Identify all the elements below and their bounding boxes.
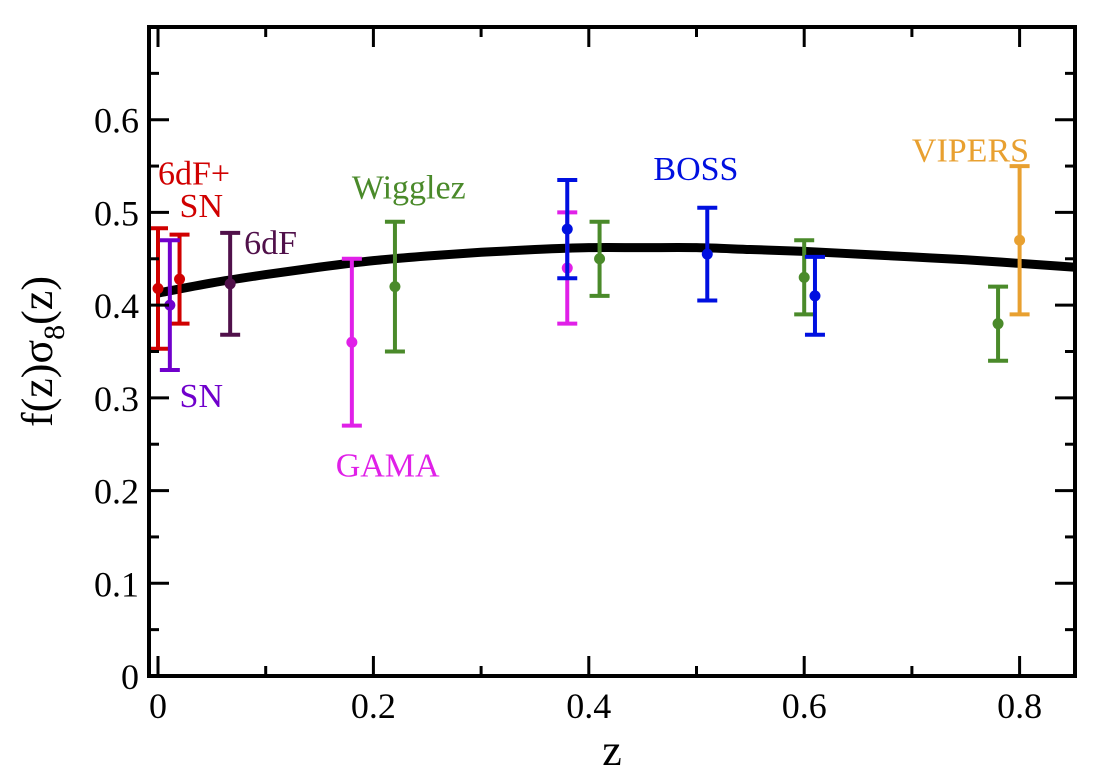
data-point [798, 271, 810, 283]
annotation-vipers: VIPERS [912, 132, 1029, 169]
series-6df [220, 230, 241, 337]
annotation-wigglez: Wigglez [352, 170, 466, 207]
series-wigglez [384, 219, 1009, 363]
data-point [701, 248, 713, 260]
series-6df-sn [148, 226, 190, 351]
axes-layer: 0 0.2 0.4 0.6 0.8 0 0.1 0.2 0.3 0.4 0.5 0.6 [94, 25, 1077, 726]
data-point [992, 318, 1004, 330]
annotation-sn: SN [180, 188, 223, 225]
y-axis-label: f(z)σ8(z) [13, 276, 71, 427]
x-tick-label: 0.6 [782, 686, 827, 726]
y-axis-label-tail: (z) [13, 276, 62, 325]
y-axis-label-main: f(z)σ [13, 340, 62, 427]
annotation-6df: 6dF [244, 225, 297, 262]
series-boss [557, 177, 825, 337]
y-tick-label: 0.5 [94, 193, 139, 233]
annotation-6df-: 6dF+ [158, 156, 230, 193]
x-tick-label: 0.2 [351, 686, 396, 726]
series-sn [159, 238, 180, 373]
y-tick-label: 0.2 [94, 472, 139, 512]
data-point [561, 223, 573, 235]
series-vipers [1009, 164, 1030, 317]
data-point [152, 282, 164, 294]
annotation-sn: SN [180, 378, 223, 415]
data-point [594, 253, 606, 265]
data-point [346, 336, 358, 348]
y-axis-label-subscript: 8 [38, 325, 71, 340]
data-point [164, 299, 176, 311]
plot-frame [147, 25, 1077, 678]
y-tick-label: 0.3 [94, 379, 139, 419]
series-gama [341, 210, 578, 428]
data-point [389, 281, 401, 293]
annotation-gama: GAMA [336, 448, 440, 485]
y-tick-label: 0 [121, 657, 139, 697]
data-point [224, 278, 236, 290]
y-tick-label: 0.4 [94, 286, 139, 326]
y-tick-label: 0.1 [94, 564, 139, 604]
model-curve-layer [157, 243, 1074, 298]
data-point [174, 273, 186, 285]
annotation-boss: BOSS [653, 151, 738, 188]
data-point [809, 290, 821, 302]
model-curve [157, 243, 1074, 298]
data-point [1014, 234, 1026, 246]
x-axis-label: z [602, 726, 622, 775]
y-tick-label: 0.6 [94, 101, 139, 141]
data-points-layer [148, 164, 1030, 428]
x-tick-label: 0.4 [566, 686, 611, 726]
x-tick-label: 0.8 [997, 686, 1042, 726]
x-tick-label: 0 [149, 686, 167, 726]
